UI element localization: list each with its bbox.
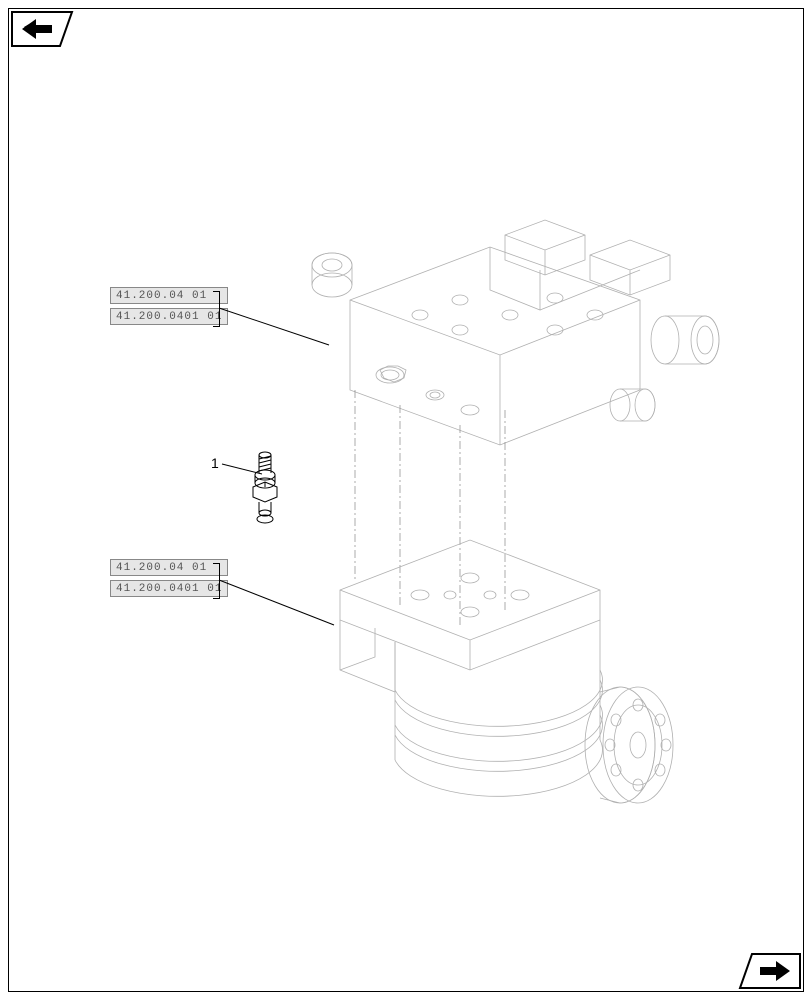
valve-block [312, 220, 719, 445]
check-valve [253, 452, 277, 523]
steering-motor [340, 540, 673, 803]
centerlines [355, 390, 505, 625]
prev-page-icon-overlay [10, 10, 74, 48]
exploded-diagram: .lt { stroke:#b0b0b0; stroke-width:0.8; … [150, 210, 770, 830]
next-page-icon[interactable] [738, 952, 802, 990]
